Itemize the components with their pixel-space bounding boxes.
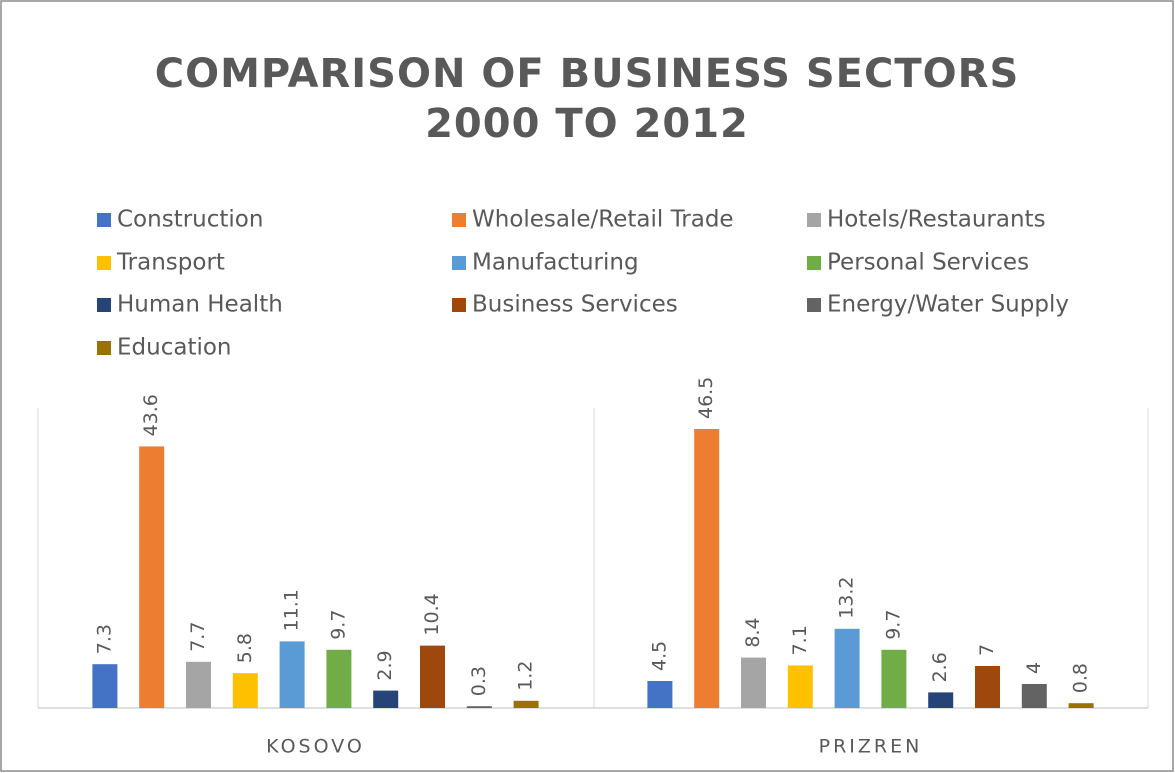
- legend-label: Human Health: [117, 292, 283, 318]
- legend-swatch: [452, 298, 466, 312]
- bar: [326, 649, 352, 708]
- data-label: 0.8: [1070, 663, 1092, 693]
- bar: [420, 645, 445, 708]
- legend-label: Business Services: [472, 292, 678, 318]
- bar: [1068, 703, 1094, 708]
- legend-swatch: [807, 213, 821, 227]
- legend-swatch: [97, 298, 111, 312]
- legend-swatch: [97, 256, 111, 270]
- bar: [834, 628, 860, 708]
- legend-swatch: [452, 256, 466, 270]
- legend-swatch: [97, 341, 111, 355]
- data-label: 0.3: [468, 666, 490, 696]
- chart-title: 2000 TO 2012: [425, 101, 749, 147]
- legend-swatch: [97, 213, 111, 227]
- data-label: 2.6: [929, 652, 951, 682]
- bar: [92, 664, 118, 708]
- data-label: 10.4: [421, 593, 443, 635]
- legend-label: Construction: [117, 207, 263, 233]
- data-label: 7.7: [187, 622, 209, 652]
- bar: [279, 641, 305, 708]
- legend-swatch: [807, 256, 821, 270]
- bar: [186, 661, 211, 708]
- bar: [647, 681, 673, 708]
- data-label: 11.1: [281, 589, 303, 631]
- legend-label: Hotels/Restaurants: [827, 207, 1046, 233]
- data-label: 9.7: [327, 610, 349, 640]
- bar: [466, 706, 492, 708]
- legend-label: Wholesale/Retail Trade: [472, 207, 734, 233]
- bar: [373, 690, 399, 708]
- legend-label: Transport: [116, 250, 225, 276]
- legend-swatch: [452, 213, 466, 227]
- legend-label: Personal Services: [827, 250, 1029, 276]
- bar: [975, 666, 1000, 708]
- x-tick-label: KOSOVO: [266, 736, 365, 758]
- chart-title: COMPARISON OF BUSINESS SECTORS: [155, 51, 1020, 97]
- bar: [787, 665, 813, 708]
- x-tick-label: PRIZREN: [819, 736, 923, 758]
- data-label: 7.3: [93, 624, 115, 654]
- data-label: 2.9: [374, 650, 396, 680]
- bar: [928, 692, 954, 708]
- data-label: 4: [1023, 662, 1045, 674]
- data-label: 7.1: [789, 625, 811, 655]
- bar: [139, 446, 165, 708]
- bar: [513, 700, 539, 708]
- data-label: 4.5: [648, 641, 670, 671]
- data-label: 13.2: [836, 576, 858, 618]
- legend-label: Energy/Water Supply: [827, 292, 1069, 318]
- data-label: 46.5: [695, 377, 717, 419]
- data-label: 1.2: [515, 661, 537, 691]
- legend-label: Manufacturing: [472, 250, 639, 276]
- bar: [1021, 684, 1047, 708]
- legend-label: Education: [117, 335, 232, 361]
- data-label: 43.6: [140, 394, 162, 436]
- bar: [232, 673, 258, 708]
- bar: [694, 429, 720, 708]
- data-label: 8.4: [742, 617, 764, 647]
- data-label: 5.8: [234, 633, 256, 663]
- bar: [881, 649, 907, 708]
- legend-swatch: [807, 298, 821, 312]
- data-label: 9.7: [882, 610, 904, 640]
- data-label: 7: [976, 644, 998, 656]
- bar: [741, 657, 766, 708]
